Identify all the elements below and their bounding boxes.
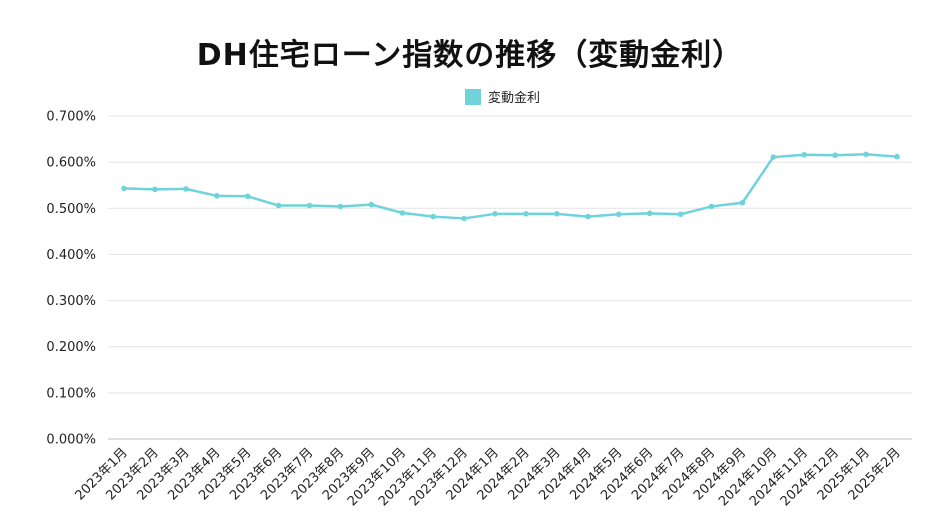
data-point bbox=[739, 199, 746, 206]
data-point bbox=[399, 210, 406, 216]
data-point bbox=[554, 211, 560, 217]
y-tick-label: 0.700% bbox=[46, 110, 96, 125]
data-point bbox=[863, 151, 869, 158]
y-tick-label: 0.200% bbox=[46, 340, 96, 355]
data-point bbox=[615, 211, 622, 218]
y-tick-label: 0.400% bbox=[46, 248, 96, 263]
data-point bbox=[183, 186, 189, 192]
legend-swatch bbox=[465, 89, 481, 105]
y-tick-label: 0.500% bbox=[46, 202, 96, 217]
data-point bbox=[585, 213, 591, 220]
data-point bbox=[801, 151, 808, 158]
y-tick-label: 0.300% bbox=[46, 294, 96, 309]
data-point bbox=[832, 152, 838, 159]
y-tick-label: 0.100% bbox=[46, 386, 96, 401]
y-tick-label: 0.000% bbox=[46, 433, 96, 448]
data-point bbox=[152, 186, 158, 193]
data-point bbox=[461, 215, 467, 222]
y-tick-label: 0.600% bbox=[46, 156, 96, 171]
data-point bbox=[492, 211, 498, 217]
data-point bbox=[306, 202, 313, 209]
series-line bbox=[122, 153, 899, 220]
data-point bbox=[121, 185, 127, 192]
data-point bbox=[213, 193, 220, 199]
data-point bbox=[677, 211, 684, 218]
data-point bbox=[244, 193, 251, 200]
data-point bbox=[430, 213, 437, 220]
data-point bbox=[523, 211, 529, 217]
data-point bbox=[368, 201, 375, 208]
data-point bbox=[337, 203, 344, 210]
data-point bbox=[894, 153, 900, 160]
data-point bbox=[770, 154, 777, 160]
chart-title: DH住宅ローン指数の推移（変動金利） bbox=[196, 38, 744, 73]
legend-label: 変動金利 bbox=[488, 90, 540, 106]
data-point bbox=[275, 202, 282, 209]
data-point bbox=[646, 210, 653, 217]
data-point bbox=[708, 203, 715, 210]
